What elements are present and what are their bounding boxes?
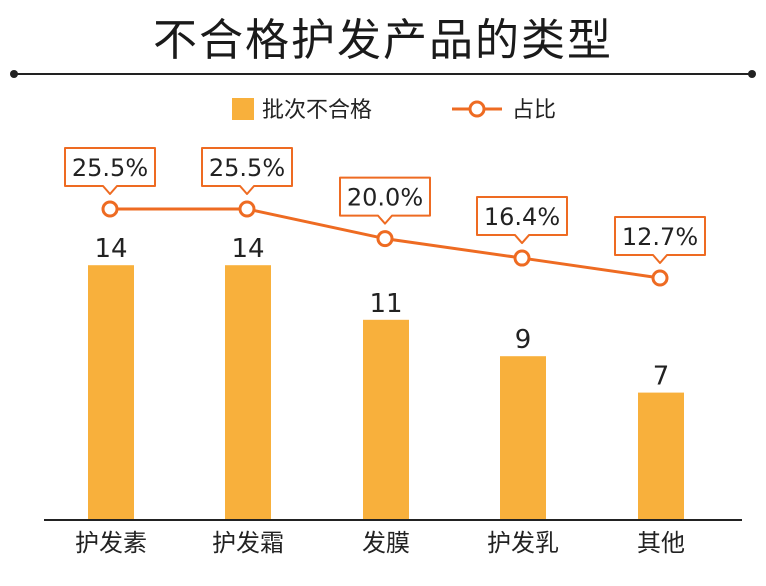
- bar-1: [225, 265, 271, 520]
- percent-callout-1: [201, 147, 293, 195]
- bar-3: [500, 356, 546, 520]
- legend-bar-label: 批次不合格: [262, 98, 372, 123]
- percent-point-0: [101, 200, 119, 218]
- legend-bar-swatch: [232, 98, 254, 120]
- percent-point-3: [513, 249, 531, 267]
- percent-point-2: [376, 230, 394, 248]
- title-divider: [10, 70, 756, 78]
- bar-value-label-2: 11: [369, 289, 402, 319]
- bar-value-label-4: 7: [653, 362, 670, 392]
- bar-value-label-3: 9: [515, 325, 532, 355]
- percent-label-0: 25.5%: [72, 154, 148, 182]
- legend: 批次不合格 占比: [232, 98, 556, 123]
- percent-label-2: 20.0%: [347, 184, 423, 212]
- bar-0: [88, 265, 134, 520]
- x-tick-label-1: 护发霜: [212, 529, 284, 557]
- percent-callout-4: [614, 216, 706, 264]
- percent-label-1: 25.5%: [209, 154, 285, 182]
- percent-callout-3: [476, 196, 568, 245]
- legend-line-marker: [468, 100, 486, 118]
- percent-callout-0: [64, 147, 156, 195]
- percent-label-3: 16.4%: [484, 203, 560, 231]
- legend-line-label: 占比: [512, 98, 556, 123]
- x-tick-label-4: 其他: [637, 529, 685, 557]
- percent-callout-2: [339, 176, 431, 225]
- percent-label-4: 12.7%: [622, 223, 698, 251]
- percent-point-4: [651, 269, 669, 287]
- x-tick-label-0: 护发素: [75, 529, 147, 557]
- x-tick-label-3: 护发乳: [487, 529, 559, 557]
- bar-value-label-0: 14: [94, 234, 127, 264]
- x-tick-label-2: 发膜: [362, 529, 410, 557]
- bar-value-label-1: 14: [231, 234, 264, 264]
- percent-point-1: [238, 200, 256, 218]
- chart-title: 不合格护发产品的类型: [153, 15, 613, 66]
- bar-4: [638, 392, 684, 520]
- bar-2: [363, 319, 409, 520]
